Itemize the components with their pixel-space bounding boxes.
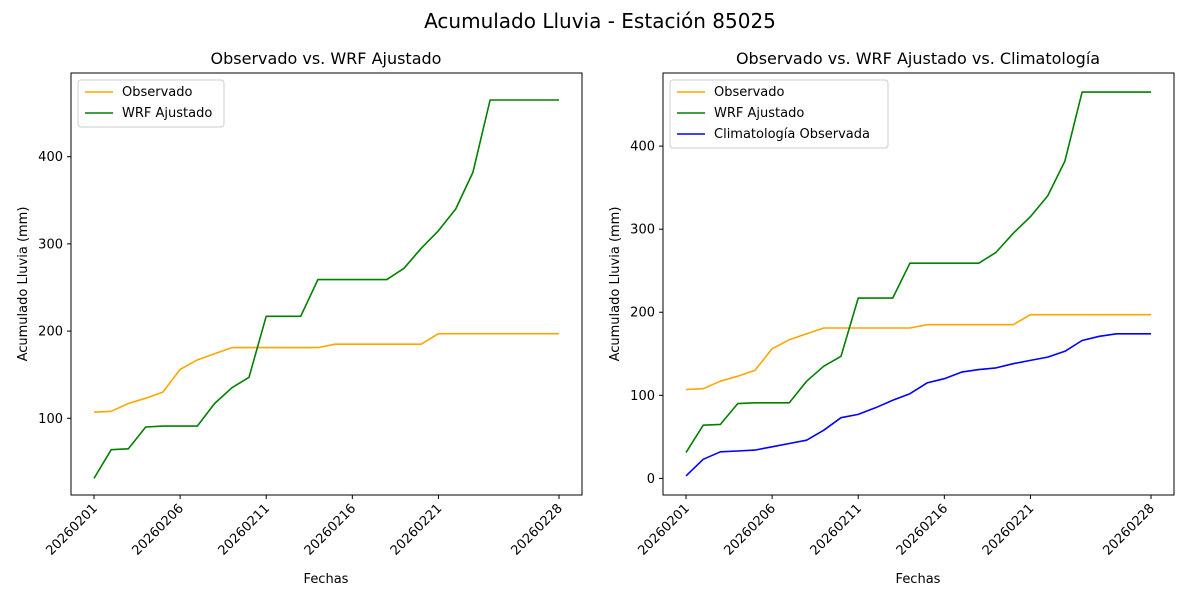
subplot-right-xlabel: Fechas [896,572,941,587]
series-line [93,332,559,413]
subplot-left: Observado vs. WRF Ajustado Fechas Acumul… [16,49,583,587]
x-tick-label: 20260211 [216,501,273,558]
x-tick-label: 20260228 [508,501,565,558]
subplot-left-title: Observado vs. WRF Ajustado [211,49,442,68]
subplot-right-ylabel: Acumulado Lluvia (mm) [608,207,623,362]
y-tick-label: 300 [630,223,655,238]
subplot-left-ylabel: Acumulado Lluvia (mm) [16,207,31,362]
x-tick-label: 20260206 [130,501,187,558]
x-tick-label: 20260211 [808,501,865,558]
x-tick-label: 20260228 [1100,501,1157,558]
legend-label: Climatología Observada [714,127,870,142]
x-tick-label: 20260201 [635,501,692,558]
y-tick-label: 300 [38,237,63,252]
x-tick-label: 20260216 [894,501,951,558]
subplot-right-ticks: 0 100 200 300 400 20260201 20260206 20260211 202… [630,140,1158,559]
subplot-left-frame [70,72,583,496]
legend-label: Observado [122,85,193,100]
legend-label: WRF Ajustado [122,106,212,121]
subplot-left-xlabel: Fechas [304,572,349,587]
series-line [685,332,1151,477]
x-tick-label: 20260201 [43,501,100,558]
subplot-right-legend: Observado WRF Ajustado Climatología Obse… [669,79,889,149]
subplot-left-legend: Observado WRF Ajustado [77,79,225,128]
x-tick-label: 20260221 [980,501,1037,558]
subplot-left-ticks: 100 200 300 400 20260201 20260206 20260211 2026… [38,150,566,558]
subplot-right-series [685,91,1151,477]
series-line [93,99,559,479]
y-tick-label: 100 [630,389,655,404]
series-line [685,313,1151,391]
subplot-right: Observado vs. WRF Ajustado vs. Climatolo… [608,49,1175,587]
y-tick-label: 200 [38,325,63,340]
figure-title: Acumulado Lluvia - Estación 85025 [424,9,776,33]
legend-label: Observado [714,85,785,100]
subplot-right-frame [662,72,1175,496]
y-tick-label: 400 [38,150,63,165]
y-tick-label: 0 [647,472,655,487]
y-tick-label: 200 [630,306,655,321]
y-tick-label: 100 [38,412,63,427]
subplot-right-title: Observado vs. WRF Ajustado vs. Climatolo… [736,49,1100,68]
series-line [685,91,1151,454]
x-tick-label: 20260206 [722,501,779,558]
x-tick-label: 20260216 [302,501,359,558]
y-tick-label: 400 [630,140,655,155]
legend-label: WRF Ajustado [714,106,804,121]
x-tick-label: 20260221 [388,501,445,558]
subplot-left-series [93,99,559,479]
